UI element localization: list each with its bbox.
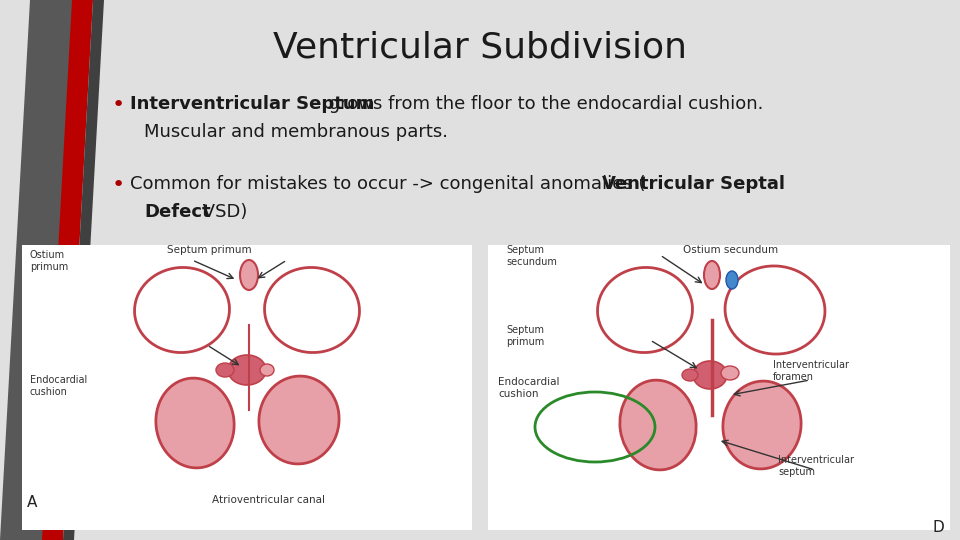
Text: •: • [112, 95, 125, 115]
Text: Defect: Defect [144, 203, 210, 221]
Ellipse shape [693, 361, 727, 389]
Ellipse shape [736, 276, 814, 344]
Ellipse shape [620, 380, 696, 470]
Ellipse shape [260, 364, 274, 376]
Polygon shape [0, 0, 85, 540]
Ellipse shape [608, 278, 683, 342]
Text: Endocardial
cushion: Endocardial cushion [498, 377, 560, 399]
Text: Interventricular
foramen: Interventricular foramen [773, 360, 849, 382]
Ellipse shape [726, 271, 738, 289]
Ellipse shape [721, 366, 739, 380]
Text: Muscular and membranous parts.: Muscular and membranous parts. [144, 123, 448, 141]
Ellipse shape [725, 266, 825, 354]
Ellipse shape [723, 381, 801, 469]
Text: Septum
secundum: Septum secundum [506, 245, 557, 267]
Ellipse shape [259, 376, 339, 464]
Polygon shape [42, 0, 93, 540]
Text: Ostium secundum: Ostium secundum [683, 245, 779, 255]
Text: •: • [112, 175, 125, 195]
FancyBboxPatch shape [488, 245, 950, 530]
Text: Ventricular Subdivision: Ventricular Subdivision [273, 30, 687, 64]
Ellipse shape [145, 278, 220, 342]
Ellipse shape [240, 260, 258, 290]
Ellipse shape [682, 369, 698, 381]
Ellipse shape [216, 363, 234, 377]
Text: VSD): VSD) [197, 203, 248, 221]
Text: D: D [933, 520, 945, 535]
Text: grows from the floor to the endocardial cushion.: grows from the floor to the endocardial … [323, 95, 763, 113]
Ellipse shape [704, 261, 720, 289]
Text: A: A [27, 495, 37, 510]
Ellipse shape [228, 355, 266, 385]
Text: Septum
primum: Septum primum [506, 325, 544, 347]
Ellipse shape [275, 278, 349, 342]
Polygon shape [63, 0, 104, 540]
Ellipse shape [597, 267, 692, 353]
FancyBboxPatch shape [22, 245, 472, 530]
Text: Common for mistakes to occur -> congenital anomalies (: Common for mistakes to occur -> congenit… [130, 175, 645, 193]
Ellipse shape [134, 267, 229, 353]
Text: Interventricular Septum: Interventricular Septum [130, 95, 374, 113]
Text: Interventricular
septum: Interventricular septum [778, 455, 854, 477]
Text: Septum primum: Septum primum [167, 245, 252, 255]
Ellipse shape [265, 267, 359, 353]
Text: Atrioventricular canal: Atrioventricular canal [212, 495, 325, 505]
Text: Ventricular Septal: Ventricular Septal [602, 175, 785, 193]
Ellipse shape [156, 378, 234, 468]
Text: Ostium
primum: Ostium primum [30, 250, 68, 272]
Text: Endocardial
cushion: Endocardial cushion [30, 375, 87, 396]
